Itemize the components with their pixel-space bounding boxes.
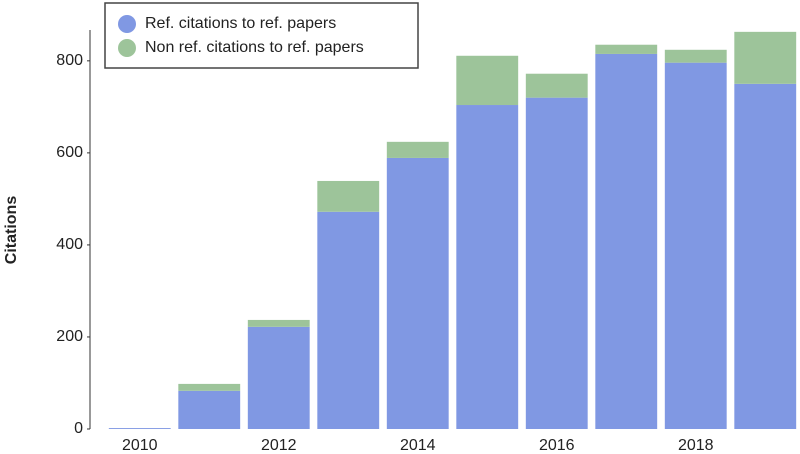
x-tick-label: 2014 xyxy=(400,437,436,454)
y-tick-label: 200 xyxy=(56,328,83,345)
y-axis-label: Citations xyxy=(3,196,20,265)
legend-box xyxy=(104,2,419,69)
y-tick-label: 800 xyxy=(56,52,83,69)
legend-marker xyxy=(118,39,136,57)
bar-segment xyxy=(317,211,380,429)
bar-segment xyxy=(386,141,449,158)
bar-segment xyxy=(595,44,658,54)
bar-segment xyxy=(178,390,241,429)
bar-segment xyxy=(664,62,727,429)
bar-segment xyxy=(247,326,310,429)
bar-segment xyxy=(525,97,588,430)
legend-label: Non ref. citations to ref. papers xyxy=(145,39,364,56)
bar-segment xyxy=(317,180,380,212)
bar-segment xyxy=(595,53,658,430)
x-tick-label: 2012 xyxy=(261,437,297,454)
bar-segment xyxy=(178,383,241,391)
y-tick-label: 600 xyxy=(56,144,83,161)
bar-segment xyxy=(525,73,588,98)
x-tick-label: 2010 xyxy=(122,437,158,454)
bar-segment xyxy=(456,55,519,106)
bar-segment xyxy=(456,105,519,429)
legend-label: Ref. citations to ref. papers xyxy=(145,15,336,32)
bar-segment xyxy=(664,49,727,63)
y-tick-label: 0 xyxy=(74,420,83,437)
bar-segment xyxy=(108,428,171,429)
bar-segment xyxy=(386,157,449,429)
x-tick-label: 2018 xyxy=(678,437,714,454)
x-tick-label: 2016 xyxy=(539,437,575,454)
bar-segment xyxy=(247,319,310,327)
legend-marker xyxy=(118,15,136,33)
bar-segment xyxy=(734,31,797,84)
bar-segment xyxy=(734,83,797,429)
y-tick-label: 400 xyxy=(56,236,83,253)
